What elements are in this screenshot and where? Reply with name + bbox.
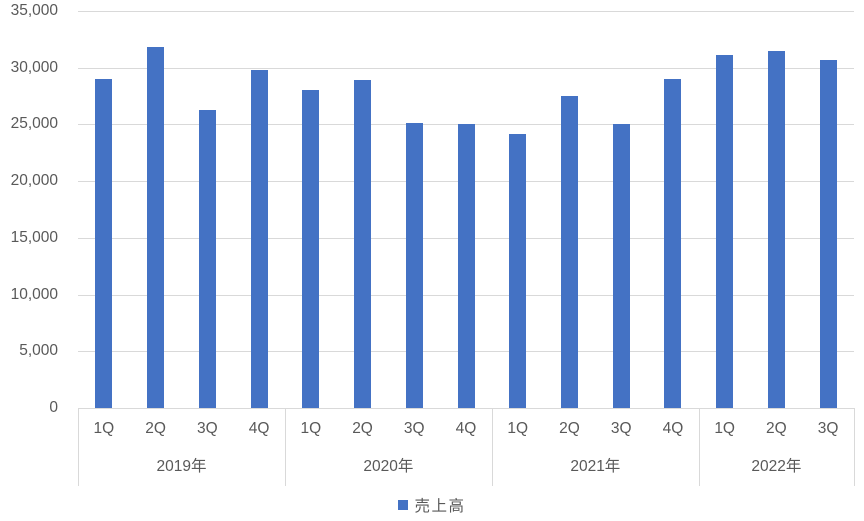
bar-2022年-3Q — [819, 59, 837, 408]
x-axis-quarter-label: 4Q — [662, 420, 684, 437]
x-axis-year-label: 2021年 — [570, 458, 621, 475]
x-axis-year-label: 2022年 — [751, 458, 802, 475]
bar-2022年-2Q — [767, 50, 785, 408]
x-axis-quarter-label: 4Q — [248, 420, 270, 437]
y-gridline — [78, 67, 854, 69]
bar-2021年-3Q — [612, 124, 630, 408]
bar-2019年-2Q — [147, 47, 165, 408]
x-axis-quarter-label: 1Q — [714, 420, 735, 437]
x-axis-quarter-label: 1Q — [300, 420, 322, 437]
x-axis-quarter-label: 3Q — [403, 420, 425, 437]
category-group-separator — [491, 408, 493, 486]
x-axis-quarter-label: 2Q — [145, 420, 166, 437]
legend-label: 売上高 — [414, 498, 466, 515]
y-axis-tick-label: 20,000 — [10, 172, 58, 190]
y-gridline — [78, 11, 854, 12]
bar-2020年-3Q — [405, 123, 423, 408]
y-axis-tick-label: 0 — [49, 399, 58, 416]
category-group-separator — [698, 408, 700, 486]
y-axis-tick-label: 25,000 — [10, 115, 58, 133]
y-axis-tick-label: 5,000 — [19, 342, 58, 360]
y-axis-tick-label: 15,000 — [10, 228, 58, 246]
x-axis-quarter-label: 1Q — [507, 420, 529, 437]
x-axis-quarter-label: 3Q — [196, 420, 218, 437]
bar-2020年-1Q — [302, 90, 320, 408]
x-axis-year-label: 2019年 — [156, 458, 207, 475]
y-axis-tick-label: 10,000 — [10, 285, 58, 303]
bar-2019年-1Q — [95, 79, 113, 408]
bar-2021年-1Q — [509, 133, 527, 408]
y-axis-tick-label: 35,000 — [10, 2, 58, 19]
bar-2020年-2Q — [354, 80, 372, 408]
bar-2020年-4Q — [457, 124, 475, 408]
x-axis-year-label: 2020年 — [363, 458, 414, 475]
bar-2022年-1Q — [716, 55, 734, 408]
legend: 売上高 — [0, 494, 864, 516]
x-axis-quarter-label: 1Q — [93, 420, 115, 437]
category-group-separator — [284, 408, 286, 486]
category-group-separator — [78, 408, 79, 486]
x-axis-quarter-label: 2Q — [352, 420, 373, 437]
bar-2019年-3Q — [198, 109, 216, 408]
y-axis-tick-label: 30,000 — [10, 58, 58, 76]
x-axis-quarter-label: 4Q — [455, 420, 477, 437]
x-axis-line — [78, 408, 854, 409]
x-axis-quarter-label: 2Q — [766, 420, 787, 437]
bar-2021年-2Q — [560, 96, 578, 408]
bar-2019年-4Q — [250, 69, 268, 408]
category-group-separator — [854, 408, 855, 486]
x-axis-quarter-label: 3Q — [817, 420, 839, 437]
x-axis-quarter-label: 3Q — [610, 420, 632, 437]
x-axis-quarter-label: 2Q — [559, 420, 580, 437]
legend-marker-icon — [398, 500, 409, 510]
bar-2021年-4Q — [664, 79, 682, 408]
